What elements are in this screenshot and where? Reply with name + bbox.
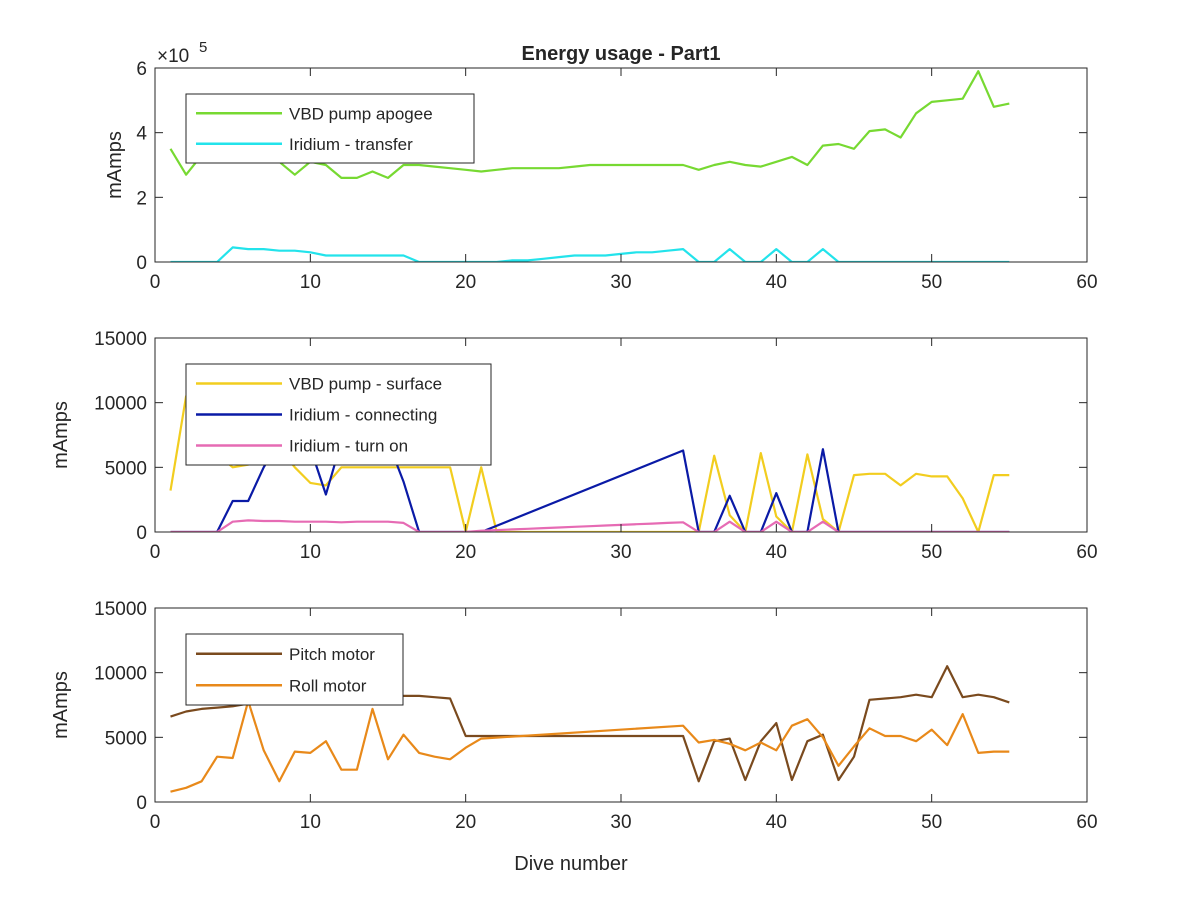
series-line-roll-motor [170, 699, 1010, 793]
legend-box [185, 93, 475, 164]
y-tick-label: 15000 [94, 599, 147, 620]
x-tick-label: 10 [300, 812, 321, 833]
x-tick-label: 40 [766, 272, 787, 293]
x-tick-label: 60 [1076, 542, 1097, 563]
y-tick-label: 10000 [94, 664, 147, 685]
legend-box [185, 633, 404, 706]
legend: VBD pump - surface Iridium - connecting Ir… [185, 363, 492, 466]
x-tick-label: 60 [1076, 272, 1097, 293]
x-axis-label: Dive number [514, 853, 628, 875]
x-tick-label: 10 [300, 272, 321, 293]
legend-entry-label: Iridium - transfer [289, 135, 413, 154]
y-axis-label: mAmps [50, 401, 72, 469]
x-tick-label: 50 [921, 272, 942, 293]
series-line-iridium-turn-on [170, 519, 1010, 532]
x-tick-label: 20 [455, 272, 476, 293]
x-tick-label: 0 [150, 812, 161, 833]
y-tick-label: 0 [136, 793, 147, 814]
chart-panel-3: 0 10 20 30 40 50 60 0 5000 10000 15000 mAmps Dive nu… [50, 599, 1098, 875]
y-axis-label: mAmps [104, 131, 126, 199]
y-tick-label: 0 [136, 523, 147, 544]
y-tick-label: 10000 [94, 394, 147, 415]
x-tick-label: 30 [610, 272, 631, 293]
x-tick-label: 40 [766, 542, 787, 563]
legend: VBD pump apogee Iridium - transfer [185, 93, 475, 164]
legend-entry-label: VBD pump apogee [289, 104, 433, 123]
legend-entry-label: Iridium - turn on [289, 437, 408, 456]
x-tick-label: 0 [150, 542, 161, 563]
y-tick-label: 6 [136, 59, 147, 80]
x-tick-label: 50 [921, 542, 942, 563]
y-axis-exponent: 5 [199, 39, 207, 56]
x-tick-label: 10 [300, 542, 321, 563]
y-tick-label: 4 [136, 124, 147, 145]
x-tick-label: 40 [766, 812, 787, 833]
x-tick-label: 60 [1076, 812, 1097, 833]
y-tick-label: 5000 [105, 458, 147, 479]
y-tick-label: 15000 [94, 329, 147, 350]
x-tick-label: 20 [455, 542, 476, 563]
chart-title: Energy usage - Part1 [522, 43, 721, 65]
series-line-iridium-transfer [170, 246, 1010, 262]
y-axis-label: mAmps [50, 671, 72, 739]
chart-panel-2: 0 10 20 30 40 50 60 0 5000 10000 15000 mAmps VBD pum… [50, 329, 1098, 563]
x-tick-label: 0 [150, 272, 161, 293]
y-tick-label: 5000 [105, 728, 147, 749]
x-tick-label: 30 [610, 542, 631, 563]
legend-entry-label: Roll motor [289, 676, 367, 695]
x-tick-label: 20 [455, 812, 476, 833]
series-line-vbd-pump-surface [169, 395, 1010, 532]
y-axis-multiplier: ×10 [157, 46, 189, 67]
x-tick-label: 30 [610, 812, 631, 833]
y-tick-label: 0 [136, 253, 147, 274]
legend-entry-label: VBD pump - surface [289, 375, 442, 394]
y-tick-label: 2 [136, 188, 147, 209]
legend-entry-label: Pitch motor [289, 645, 375, 664]
legend: Pitch motor Roll motor [185, 633, 404, 706]
chart-panel-1: 0 10 20 30 40 50 60 0 2 4 6 ×10 5 Energy usage - Part… [104, 39, 1098, 293]
legend-entry-label: Iridium - connecting [289, 406, 437, 425]
x-tick-label: 50 [921, 812, 942, 833]
